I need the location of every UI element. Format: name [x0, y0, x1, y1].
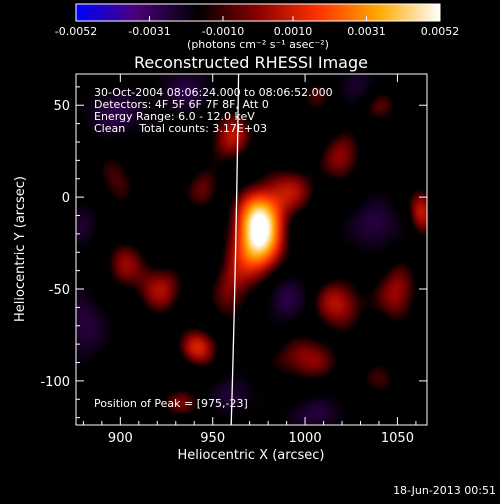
x-axis: 900 950 1000 1050 [82, 74, 417, 446]
y-tick-label: -50 [49, 283, 70, 298]
colorbar-tick-label: 0.0031 [347, 25, 386, 38]
colorbar-tick-label: 0.0010 [274, 25, 313, 38]
colorbar: -0.0052 -0.0031 -0.0010 0.0010 0.0031 0.0052 … [55, 3, 459, 51]
y-tick-label: -100 [40, 375, 70, 390]
annotation-energy-range: Energy Range: 6.0 - 12.0 keV [94, 110, 255, 123]
x-axis-label: Heliocentric X (arcsec) [178, 448, 325, 463]
plot-area [76, 74, 427, 425]
annotation-time-range: 30-Oct-2004 08:06:24.000 to 08:06:52.000 [94, 86, 333, 99]
y-tick-label: 0 [62, 191, 70, 206]
colorbar-tick-label: -0.0031 [128, 25, 170, 38]
colorbar-tick-label: 0.0052 [421, 25, 460, 38]
colorbar-gradient [75, 3, 441, 22]
annotation-detectors: Detectors: 4F 5F 6F 7F 8F, Att 0 [94, 98, 269, 111]
colorbar-unit-label: (photons cm⁻² s⁻¹ asec⁻²) [187, 38, 329, 51]
chart-title: Reconstructed RHESSI Image [134, 53, 368, 72]
colorbar-tick-label: -0.0052 [55, 25, 97, 38]
peak-position-label: Position of Peak = [975,-23] [94, 397, 248, 410]
x-tick-label: 1000 [289, 431, 322, 446]
plot-frame [75, 73, 428, 426]
x-tick-label: 1050 [381, 431, 414, 446]
colorbar-tick-label: -0.0010 [202, 25, 244, 38]
x-tick-label: 950 [200, 431, 225, 446]
y-tick-label: 50 [53, 99, 70, 114]
heatmap-image [76, 74, 427, 425]
colorbar-ticks: -0.0052 -0.0031 -0.0010 0.0010 0.0031 0.0052 [55, 16, 459, 38]
solar-limb-curve [230, 74, 240, 425]
annotation-total-counts: Clean Total counts: 3.17E+03 [94, 122, 267, 135]
annotation-block: 30-Oct-2004 08:06:24.000 to 08:06:52.000… [94, 86, 333, 135]
footer-timestamp: 18-Jun-2013 00:51 [393, 484, 496, 497]
y-axis: 50 0 -50 -100 [40, 86, 427, 419]
x-tick-label: 900 [108, 431, 133, 446]
y-axis-label: Heliocentric Y (arcsec) [13, 176, 28, 322]
